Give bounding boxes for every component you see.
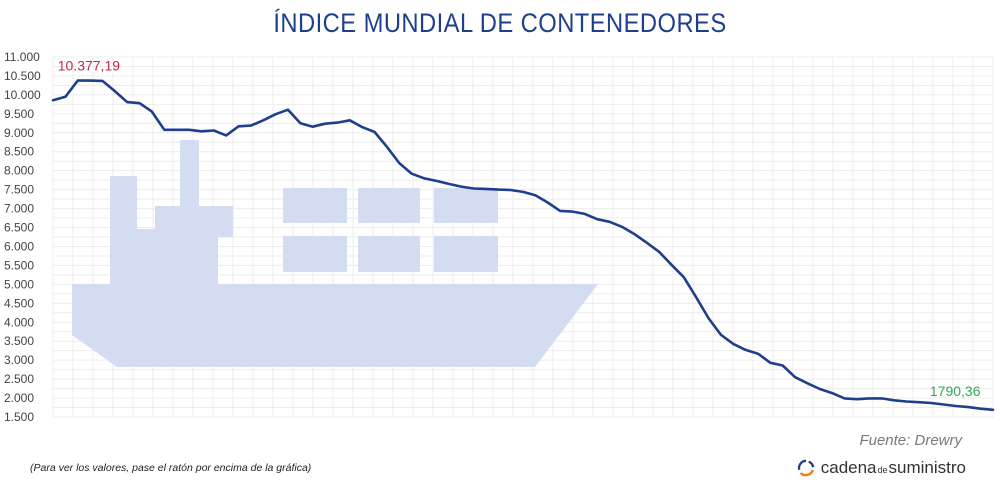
ship-chimney (180, 140, 199, 206)
y-tick-label: 3.000 (4, 353, 34, 367)
container (283, 236, 347, 272)
y-tick-label: 7.000 (4, 202, 34, 216)
brand-de: de (877, 465, 888, 475)
y-tick-label: 5.000 (4, 277, 34, 291)
ship-tower (110, 176, 137, 284)
series-line (51, 79, 995, 412)
y-tick-label: 4.500 (4, 296, 34, 310)
container (358, 236, 420, 272)
y-tick-label: 6.000 (4, 239, 34, 253)
brand-cadena: cadena (820, 458, 877, 477)
logo-icon (797, 459, 815, 477)
data-label: 1790,36 (930, 383, 981, 399)
y-tick-label: 2.500 (4, 372, 34, 386)
series (51, 79, 995, 412)
y-tick-label: 5.500 (4, 258, 34, 272)
y-tick-label: 2.000 (4, 391, 34, 405)
chart-title: ÍNDICE MUNDIAL DE CONTENEDORES (273, 8, 727, 38)
container (358, 188, 420, 223)
y-tick-label: 9.500 (4, 107, 34, 121)
ship-bridge (137, 229, 155, 284)
y-tick-label: 10.500 (4, 69, 41, 83)
container (434, 236, 498, 272)
ship-hull (72, 284, 598, 367)
brand-suministro: suministro (888, 458, 966, 477)
y-axis: 11.000 10.500 10.000 9.500 9.000 8.500 8.000 7.… (4, 50, 41, 424)
y-tick-label: 10.000 (4, 88, 41, 102)
ship-illustration (72, 140, 598, 367)
annotations: 10.377,19 1790,36 (58, 58, 981, 399)
container (434, 188, 498, 223)
y-tick-label: 4.000 (4, 315, 34, 329)
hover-note: (Para ver los valores, pase el ratón por… (30, 462, 312, 474)
y-tick-label: 11.000 (4, 50, 40, 64)
brand-logo[interactable]: cadena de suministro (797, 458, 966, 478)
source-label: Fuente: Drewry (859, 432, 962, 449)
y-tick-label: 6.500 (4, 221, 34, 235)
y-tick-label: 8.000 (4, 164, 34, 178)
y-tick-label: 1.500 (4, 410, 34, 424)
container (283, 188, 347, 223)
y-tick-label: 3.500 (4, 334, 34, 348)
y-tick-label: 9.000 (4, 126, 34, 140)
data-label: 10.377,19 (58, 58, 120, 74)
ship-wing (218, 206, 233, 237)
ship-deck (155, 206, 218, 284)
y-tick-label: 7.500 (4, 183, 34, 197)
y-tick-label: 8.500 (4, 145, 34, 159)
